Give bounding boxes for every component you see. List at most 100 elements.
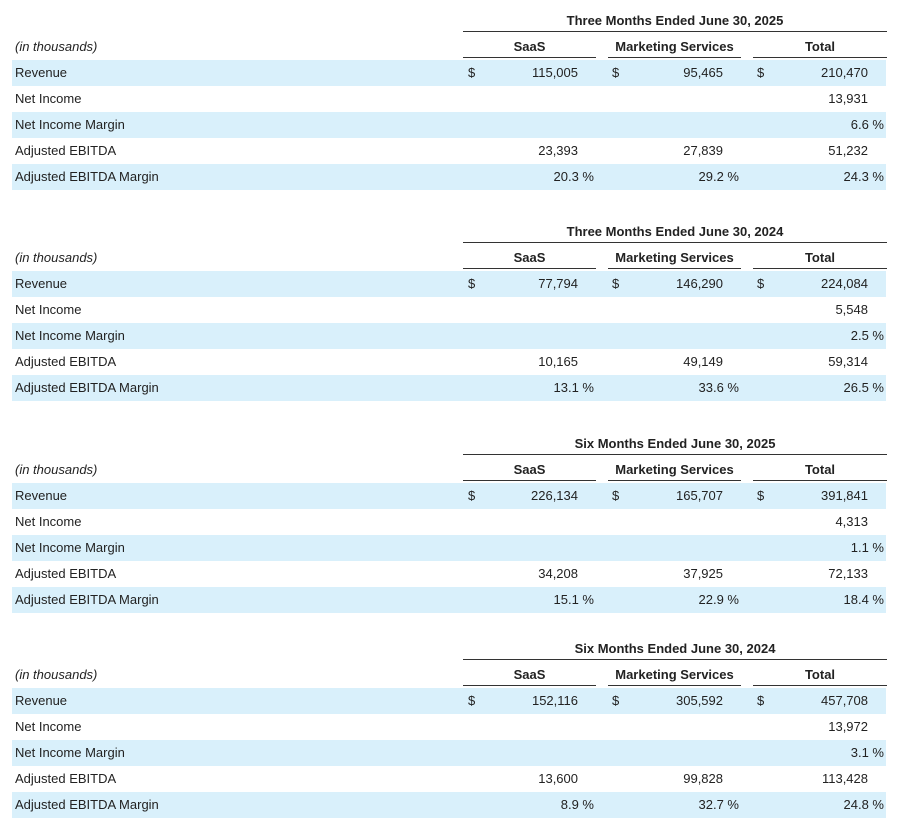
period-rule bbox=[463, 454, 887, 455]
table-row: Net Income 13,972 bbox=[12, 714, 886, 740]
column-rule bbox=[753, 685, 887, 686]
table-row: Net Income 13,931 bbox=[12, 86, 886, 112]
total-value: 113,428 bbox=[821, 771, 868, 786]
row-label: Revenue bbox=[15, 65, 68, 80]
saas-value: 13.1 % bbox=[553, 380, 594, 395]
total-value: 3.1 % bbox=[850, 745, 884, 760]
marketing-value: 29.2 % bbox=[698, 169, 739, 184]
saas-value: 77,794 bbox=[538, 276, 578, 291]
saas-value: 152,116 bbox=[531, 693, 578, 708]
saas-value: 226,134 bbox=[531, 488, 578, 503]
marketing-value: 95,465 bbox=[683, 65, 723, 80]
table-row: Adjusted EBITDA Margin 8.9 % 32.7 % 24.8 % bbox=[12, 792, 886, 818]
period-table: Three Months Ended June 30, 2025 (in thou… bbox=[12, 11, 887, 190]
currency-symbol: $ bbox=[468, 488, 476, 503]
total-value: 457,708 bbox=[821, 693, 868, 708]
row-label: Adjusted EBITDA Margin bbox=[15, 169, 159, 184]
period-rule bbox=[463, 31, 887, 32]
table-row: Net Income Margin 6.6 % bbox=[12, 112, 886, 138]
table-row: Adjusted EBITDA 10,165 49,149 59,314 bbox=[12, 349, 886, 375]
saas-column-header: SaaS bbox=[513, 462, 546, 477]
table-row: Revenue $77,794 $146,290 $224,084 bbox=[12, 271, 886, 297]
total-value: 6.6 % bbox=[850, 117, 884, 132]
table-row: Adjusted EBITDA Margin 13.1 % 33.6 % 26.5 % bbox=[12, 375, 886, 401]
period-rule bbox=[463, 242, 887, 243]
marketing-value: 146,290 bbox=[676, 276, 723, 291]
table-row: Net Income 4,313 bbox=[12, 509, 886, 535]
row-label: Revenue bbox=[15, 276, 68, 291]
column-rule bbox=[608, 268, 741, 269]
total-value: 72,133 bbox=[828, 566, 868, 581]
saas-value: 20.3 % bbox=[553, 169, 594, 184]
marketing-services-column-header: Marketing Services bbox=[615, 39, 734, 54]
units-label: (in thousands) bbox=[15, 462, 98, 477]
row-label: Adjusted EBITDA bbox=[15, 566, 117, 581]
row-label: Adjusted EBITDA Margin bbox=[15, 797, 159, 812]
table-row: Adjusted EBITDA 34,208 37,925 72,133 bbox=[12, 561, 886, 587]
marketing-value: 33.6 % bbox=[698, 380, 739, 395]
row-label: Adjusted EBITDA Margin bbox=[15, 380, 159, 395]
table-row: Adjusted EBITDA 13,600 99,828 113,428 bbox=[12, 766, 886, 792]
column-rule bbox=[608, 57, 741, 58]
total-value: 18.4 % bbox=[843, 592, 884, 607]
total-value: 51,232 bbox=[828, 143, 868, 158]
units-label: (in thousands) bbox=[15, 250, 98, 265]
row-label: Revenue bbox=[15, 488, 68, 503]
currency-symbol: $ bbox=[612, 65, 620, 80]
period-title: Three Months Ended June 30, 2024 bbox=[566, 224, 784, 239]
currency-symbol: $ bbox=[468, 276, 476, 291]
total-value: 2.5 % bbox=[850, 328, 884, 343]
row-label: Net Income bbox=[15, 302, 82, 317]
total-value: 224,084 bbox=[821, 276, 868, 291]
row-label: Net Income Margin bbox=[15, 745, 125, 760]
period-rule bbox=[463, 659, 887, 660]
row-label: Adjusted EBITDA Margin bbox=[15, 592, 159, 607]
column-rule bbox=[753, 268, 887, 269]
row-label: Net Income Margin bbox=[15, 540, 125, 555]
table-row: Adjusted EBITDA Margin 15.1 % 22.9 % 18.4 % bbox=[12, 587, 886, 613]
saas-value: 10,165 bbox=[538, 354, 578, 369]
marketing-services-column-header: Marketing Services bbox=[615, 667, 734, 682]
currency-symbol: $ bbox=[757, 65, 765, 80]
row-label: Adjusted EBITDA bbox=[15, 143, 117, 158]
table-row: Net Income Margin 3.1 % bbox=[12, 740, 886, 766]
saas-value: 115,005 bbox=[531, 65, 578, 80]
marketing-value: 165,707 bbox=[676, 488, 723, 503]
row-label: Net Income bbox=[15, 91, 82, 106]
saas-value: 15.1 % bbox=[553, 592, 594, 607]
period-title: Six Months Ended June 30, 2025 bbox=[574, 436, 776, 451]
currency-symbol: $ bbox=[612, 693, 620, 708]
marketing-value: 32.7 % bbox=[698, 797, 739, 812]
period-title: Six Months Ended June 30, 2024 bbox=[574, 641, 776, 656]
saas-value: 34,208 bbox=[538, 566, 578, 581]
table-row: Adjusted EBITDA 23,393 27,839 51,232 bbox=[12, 138, 886, 164]
period-table: Six Months Ended June 30, 2024 (in thousa… bbox=[12, 639, 887, 818]
marketing-value: 49,149 bbox=[683, 354, 723, 369]
marketing-services-column-header: Marketing Services bbox=[615, 250, 734, 265]
column-rule bbox=[463, 685, 596, 686]
currency-symbol: $ bbox=[757, 488, 765, 503]
marketing-services-column-header: Marketing Services bbox=[615, 462, 734, 477]
saas-value: 13,600 bbox=[538, 771, 578, 786]
column-rule bbox=[608, 480, 741, 481]
table-row: Revenue $152,116 $305,592 $457,708 bbox=[12, 688, 886, 714]
total-value: 24.3 % bbox=[843, 169, 884, 184]
row-label: Net Income bbox=[15, 514, 82, 529]
row-label: Adjusted EBITDA bbox=[15, 354, 117, 369]
currency-symbol: $ bbox=[757, 693, 765, 708]
marketing-value: 99,828 bbox=[683, 771, 723, 786]
total-value: 210,470 bbox=[821, 65, 868, 80]
total-column-header: Total bbox=[804, 667, 836, 682]
column-rule bbox=[753, 57, 887, 58]
currency-symbol: $ bbox=[468, 693, 476, 708]
marketing-value: 27,839 bbox=[683, 143, 723, 158]
column-rule bbox=[463, 268, 596, 269]
table-row: Revenue $115,005 $95,465 $210,470 bbox=[12, 60, 886, 86]
total-column-header: Total bbox=[804, 250, 836, 265]
row-label: Net Income Margin bbox=[15, 328, 125, 343]
marketing-value: 22.9 % bbox=[698, 592, 739, 607]
total-value: 24.8 % bbox=[843, 797, 884, 812]
row-label: Revenue bbox=[15, 693, 68, 708]
marketing-value: 37,925 bbox=[683, 566, 723, 581]
period-table: Three Months Ended June 30, 2024 (in thou… bbox=[12, 222, 887, 401]
